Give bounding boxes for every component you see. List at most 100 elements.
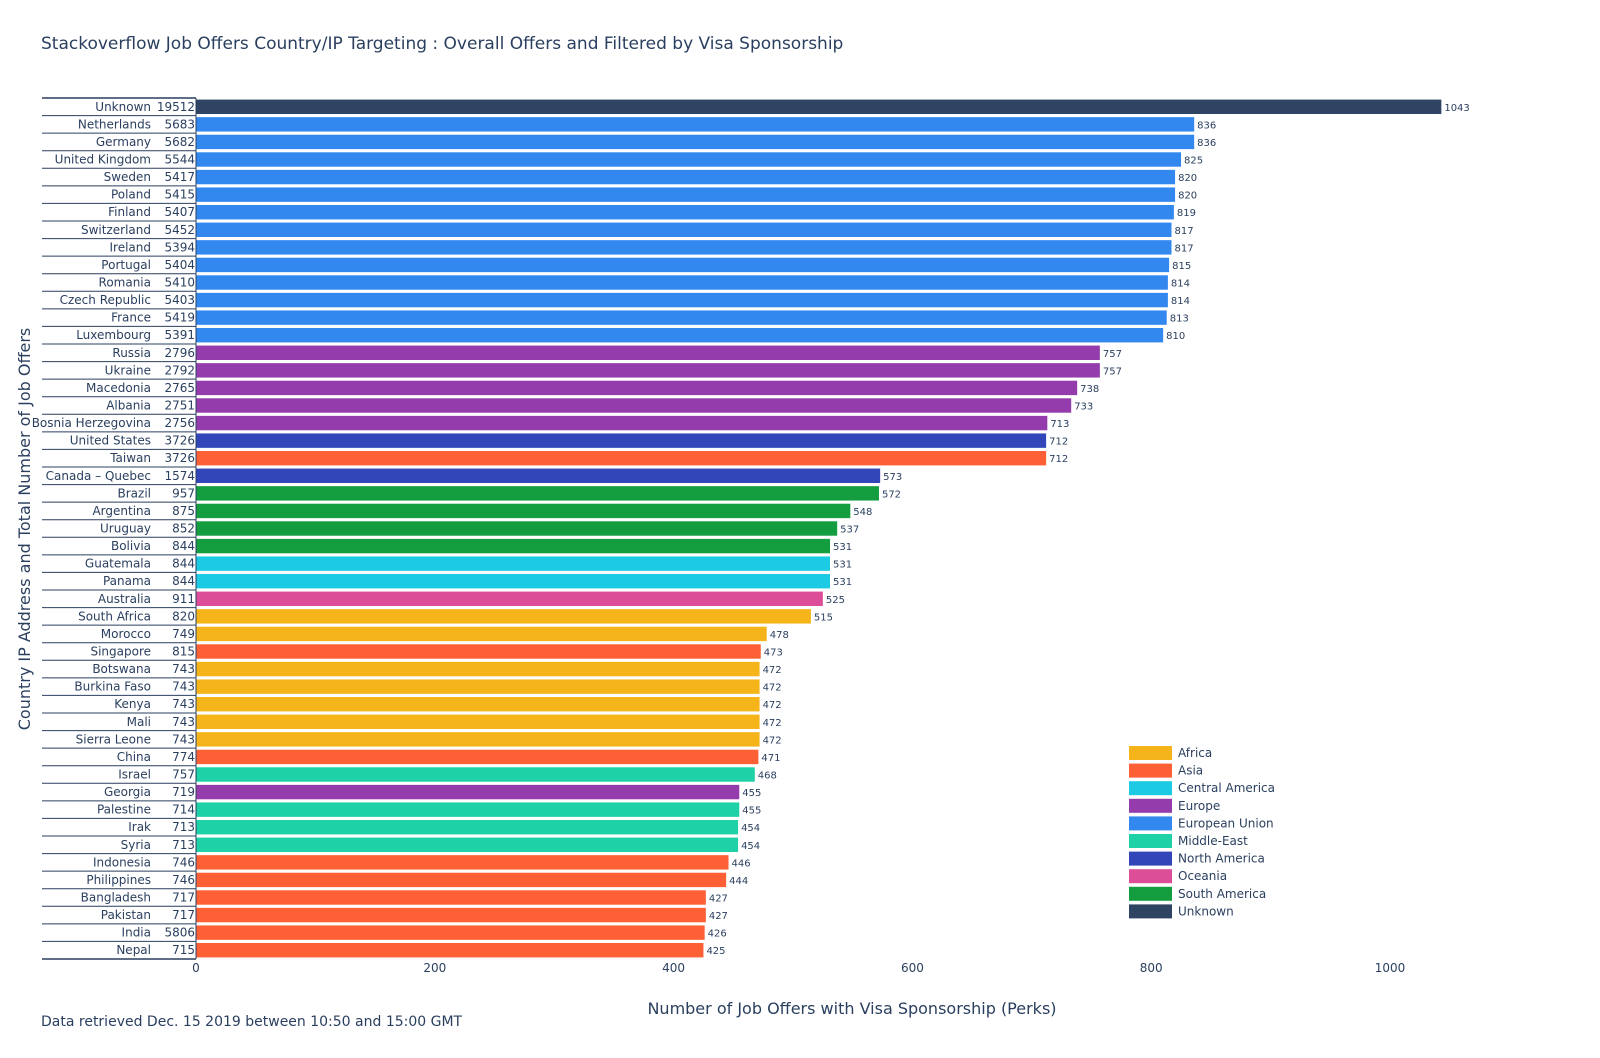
value-label: 712 <box>1049 437 1068 448</box>
country-label: Ireland <box>109 240 151 254</box>
country-label: Albania <box>106 399 151 413</box>
total-label: 5544 <box>164 153 195 167</box>
value-label: 757 <box>1103 349 1122 360</box>
total-label: 743 <box>172 662 195 676</box>
bar <box>196 257 1170 273</box>
total-label: 5407 <box>164 205 195 219</box>
bar <box>196 468 881 483</box>
bar <box>196 661 760 677</box>
country-label: Unknown <box>95 100 151 114</box>
value-label: 537 <box>840 525 859 536</box>
legend-label: Unknown <box>1178 904 1234 918</box>
value-label: 454 <box>741 823 760 834</box>
country-label: Pakistan <box>101 908 151 922</box>
bar <box>196 732 760 747</box>
value-label: 810 <box>1166 331 1185 342</box>
country-label: South Africa <box>78 609 151 623</box>
bar <box>196 679 760 694</box>
value-label: 446 <box>732 858 751 869</box>
total-label: 5417 <box>164 170 195 184</box>
legend-label: North America <box>1178 852 1265 866</box>
total-label: 5410 <box>164 276 195 290</box>
legend-swatch <box>1129 781 1172 796</box>
bar <box>196 574 831 589</box>
total-label: 1574 <box>164 469 195 483</box>
total-label: 774 <box>172 750 195 764</box>
value-label: 525 <box>826 595 845 606</box>
country-label: Macedonia <box>86 381 151 395</box>
x-tick-label: 1000 <box>1375 961 1406 975</box>
country-label: Nepal <box>116 943 151 957</box>
bar <box>196 292 1168 308</box>
bar <box>196 802 740 817</box>
value-label: 813 <box>1170 314 1189 325</box>
legend: Africa Asia Central America Europe European … <box>1129 746 1275 919</box>
legend-swatch <box>1129 851 1172 866</box>
total-label: 719 <box>172 785 195 799</box>
bar <box>196 943 704 958</box>
country-label: Syria <box>121 838 151 852</box>
country-label: India <box>122 926 151 940</box>
x-tick-label: 400 <box>662 961 685 975</box>
total-label: 844 <box>172 557 195 571</box>
bar <box>196 328 1164 343</box>
total-label: 717 <box>172 908 195 922</box>
total-label: 5394 <box>164 240 195 254</box>
country-label: Romania <box>99 276 151 290</box>
value-label: 573 <box>883 472 902 483</box>
value-label: 472 <box>763 683 782 694</box>
total-label: 19512 <box>157 100 195 114</box>
legend-label: South America <box>1178 887 1266 901</box>
value-label: 531 <box>833 577 852 588</box>
country-label: Czech Republic <box>60 293 151 307</box>
country-label: Indonesia <box>93 855 151 869</box>
legend-swatch <box>1129 816 1172 831</box>
total-label: 2756 <box>164 416 195 430</box>
total-label: 746 <box>172 855 195 869</box>
value-label: 817 <box>1174 243 1193 254</box>
country-label: Philippines <box>86 873 151 887</box>
value-label: 819 <box>1177 208 1196 219</box>
row-separators <box>42 97 196 960</box>
total-label: 957 <box>172 486 195 500</box>
bar <box>196 380 1078 396</box>
country-label: Panama <box>103 574 151 588</box>
bar <box>196 609 811 624</box>
country-label: Uruguay <box>100 522 151 536</box>
country-label: Georgia <box>104 785 151 799</box>
bar <box>196 345 1100 360</box>
country-label: Russia <box>112 346 151 360</box>
bar <box>196 907 706 923</box>
value-label: 427 <box>709 894 728 905</box>
y-axis-title: Country IP Address and Total Number of J… <box>15 328 34 731</box>
value-label: 713 <box>1050 419 1069 430</box>
value-labels: 1043 836 836 825 820 820 819 817 817 815 814 814 813… <box>706 103 1469 957</box>
bar <box>196 275 1168 290</box>
value-label: 472 <box>763 735 782 746</box>
total-label: 875 <box>172 504 195 518</box>
value-label: 738 <box>1080 384 1099 395</box>
total-label: 743 <box>172 732 195 746</box>
value-label: 820 <box>1178 191 1197 202</box>
total-label: 3726 <box>164 451 195 465</box>
value-label: 455 <box>742 788 761 799</box>
legend-label: Middle-East <box>1178 834 1248 848</box>
value-label: 1043 <box>1444 103 1469 114</box>
country-label: Ukraine <box>105 363 151 377</box>
country-label: Luxembourg <box>76 328 151 342</box>
total-label: 2792 <box>164 363 195 377</box>
bar <box>196 398 1072 413</box>
value-label: 825 <box>1184 156 1203 167</box>
bar <box>196 890 706 905</box>
country-label: Sweden <box>104 170 151 184</box>
bar <box>196 591 823 606</box>
legend-label: Oceania <box>1178 869 1227 883</box>
bar <box>196 784 740 800</box>
value-label: 427 <box>709 911 728 922</box>
legend-label: Europe <box>1178 799 1220 813</box>
bar <box>196 240 1172 255</box>
bars <box>196 99 1442 958</box>
bar <box>196 134 1195 150</box>
country-label: Palestine <box>97 803 151 817</box>
value-label: 454 <box>741 841 760 852</box>
